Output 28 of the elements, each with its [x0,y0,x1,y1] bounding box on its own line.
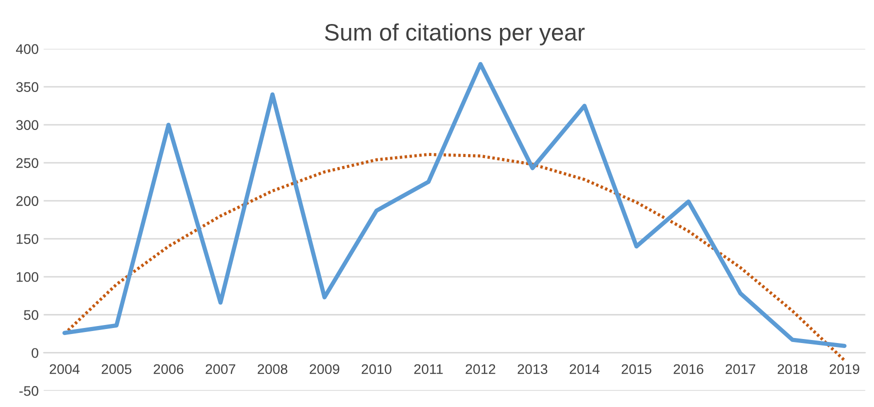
x-tick-label: 2004 [50,364,80,374]
y-tick-label: 150 [16,234,38,244]
x-tick-label: 2009 [310,364,340,374]
y-tick-label: 300 [16,120,38,130]
y-tick-label: -50 [19,386,38,396]
x-tick-label: 2018 [778,364,808,374]
x-tick-label: 2006 [154,364,184,374]
y-tick-label: 200 [16,196,38,206]
x-tick-label: 2011 [414,364,443,374]
x-tick-label: 2005 [102,364,132,374]
x-tick-label: 2015 [622,364,652,374]
y-tick-label: 50 [24,310,38,320]
x-tick-label: 2017 [726,364,756,374]
x-tick-label: 2012 [466,364,496,374]
y-tick-label: 100 [16,272,38,282]
line-series [62,62,847,348]
x-tick-label: 2013 [518,364,548,374]
x-tick-label: 2019 [830,364,860,374]
x-tick-label: 2014 [570,364,600,374]
x-tick-label: 2007 [206,364,236,374]
y-tick-label: 250 [16,158,38,168]
chart-title: Sum of citations per year [324,23,585,46]
x-tick-label: 2016 [674,364,704,374]
x-tick-label: 2008 [258,364,288,374]
y-tick-label: 350 [16,82,38,92]
y-tick-label: 0 [32,348,38,358]
x-tick-label: 2010 [362,364,392,374]
y-tick-label: 400 [16,44,38,54]
